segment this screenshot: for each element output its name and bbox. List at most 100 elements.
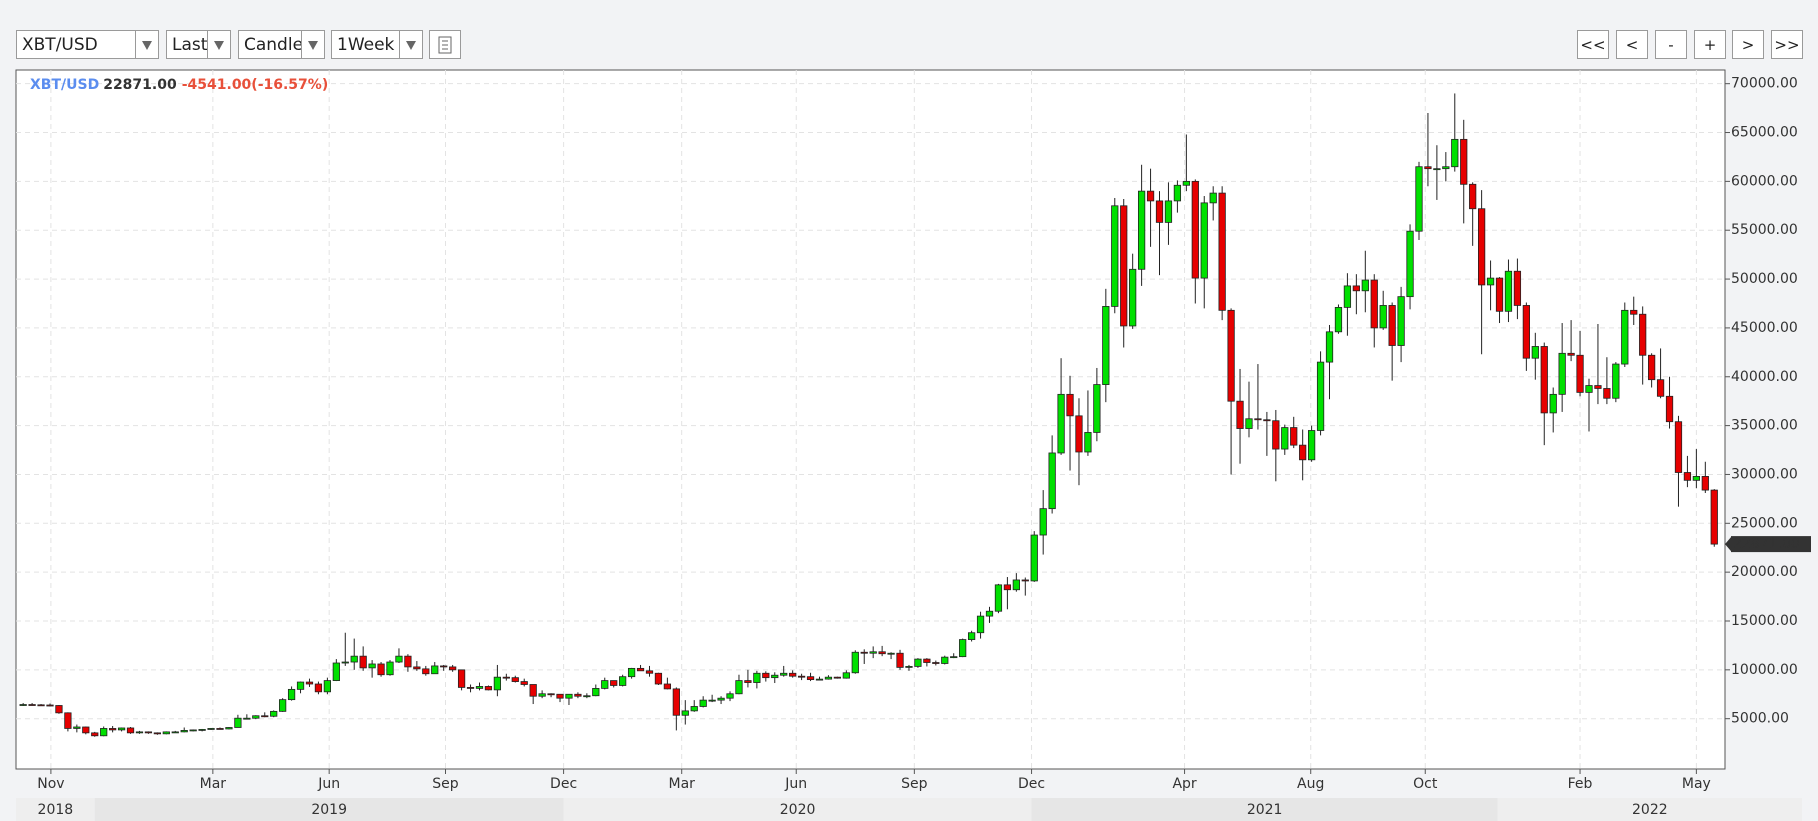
candle-body <box>1522 305 1530 359</box>
candle-body <box>1281 427 1289 450</box>
y-tick-label: 45000.00 <box>1731 320 1798 336</box>
candle-body <box>475 686 484 689</box>
candle-body <box>1057 393 1065 454</box>
y-tick-label: 70000.00 <box>1731 76 1798 92</box>
candle-body <box>1612 363 1620 399</box>
candle-body <box>1531 346 1539 359</box>
x-tick-label: Mar <box>668 776 695 792</box>
candle-body <box>1486 277 1495 286</box>
candle-body <box>1451 138 1459 168</box>
candle-body <box>824 676 833 680</box>
candle-body <box>1021 579 1029 582</box>
candle-body <box>180 730 188 733</box>
candle-body <box>1674 421 1683 473</box>
candle-body <box>216 728 224 730</box>
candle-body <box>1495 277 1504 312</box>
candle-body <box>1030 534 1038 582</box>
candle-body <box>833 676 842 679</box>
candle-body <box>529 684 537 697</box>
candle-body <box>1325 331 1334 363</box>
candle-body <box>636 667 645 672</box>
candle-body <box>1361 279 1369 292</box>
candle-body <box>1504 270 1513 312</box>
candle-body <box>377 663 385 676</box>
candle-body <box>672 688 680 716</box>
nav-button[interactable]: > <box>1732 30 1764 59</box>
candle-body <box>994 584 1003 612</box>
y-tick-label: 50000.00 <box>1731 271 1798 287</box>
price-select[interactable]: Last <box>166 30 231 59</box>
candle-body <box>1164 200 1173 223</box>
candle-body <box>493 676 502 691</box>
candle-body <box>681 710 689 716</box>
candle-body <box>1648 354 1656 381</box>
last-price-pointer <box>1725 537 1731 552</box>
candle-body <box>905 666 913 668</box>
candle-body <box>1200 202 1208 279</box>
candle-body <box>1263 419 1271 422</box>
candle-body <box>82 726 90 734</box>
candle-body <box>1316 361 1325 431</box>
candle-body <box>386 661 394 676</box>
year-label: 2021 <box>1247 802 1283 818</box>
candle-body <box>1540 346 1548 414</box>
candle-body <box>1227 309 1235 402</box>
candle-body <box>1254 418 1262 421</box>
y-tick-label: 55000.00 <box>1731 222 1798 238</box>
y-tick-label: 10000.00 <box>1731 662 1798 678</box>
y-tick-label: 5000.00 <box>1731 711 1789 727</box>
candle-body <box>234 717 242 728</box>
candle-body <box>162 731 170 735</box>
candle-body <box>135 731 144 734</box>
symbol-select[interactable]: XBT/USD <box>16 30 159 59</box>
year-band <box>1497 798 1802 821</box>
candle-body <box>1155 200 1164 223</box>
candle-body <box>1343 285 1352 308</box>
nav-button[interactable]: << <box>1577 30 1609 59</box>
candle-body <box>109 728 117 731</box>
candle-body <box>1137 190 1146 270</box>
nav-button[interactable]: - <box>1655 30 1687 59</box>
nav-button[interactable]: + <box>1694 30 1726 59</box>
candle-body <box>1379 305 1387 329</box>
candle-body <box>100 728 108 737</box>
candle-body <box>762 672 770 679</box>
candle-body <box>1567 352 1575 356</box>
indicator-icon <box>438 36 452 53</box>
nav-button[interactable]: >> <box>1771 30 1803 59</box>
plot-area <box>15 69 1726 770</box>
year-band <box>563 798 1032 821</box>
candle-body <box>565 693 573 699</box>
candle-body <box>28 704 36 706</box>
candle-body <box>511 677 519 682</box>
candle-body <box>1120 205 1128 327</box>
x-tick-label: Jun <box>317 776 340 792</box>
candle-body <box>1665 395 1674 423</box>
nav-button[interactable]: < <box>1616 30 1648 59</box>
candle-body <box>171 731 179 734</box>
year-label: 2020 <box>780 802 816 818</box>
candle-body <box>797 675 806 678</box>
x-tick-label: Sep <box>432 776 459 792</box>
candle-body <box>46 704 54 707</box>
type-select[interactable]: Candle <box>238 30 325 59</box>
candle-body <box>1272 420 1280 450</box>
x-tick-label: Apr <box>1172 776 1196 792</box>
candle-body <box>449 666 457 671</box>
candle-body <box>1433 168 1441 171</box>
candle-body <box>1621 309 1629 365</box>
interval-select[interactable]: 1Week <box>331 30 423 59</box>
indicator-button[interactable] <box>429 30 461 59</box>
candle-body <box>690 706 698 712</box>
candle-body <box>1173 184 1182 202</box>
candle-body <box>1415 166 1423 232</box>
candle-body <box>860 651 868 654</box>
candle-body <box>287 688 296 701</box>
candle-body <box>583 695 591 698</box>
x-tick-label: Jun <box>784 776 807 792</box>
y-tick-label: 40000.00 <box>1731 369 1798 385</box>
candle-body <box>117 727 126 731</box>
